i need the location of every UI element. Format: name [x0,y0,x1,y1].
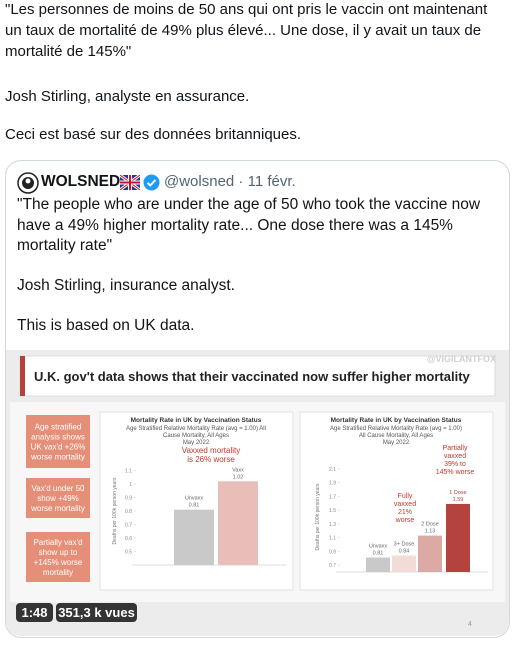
callout-text: worse mortality [30,453,85,462]
quoted-text: Josh Stirling, insurance analyst. [17,277,235,294]
y-tick-label: 0.7 [125,523,132,529]
bar [366,557,390,572]
value-label: 0.81 [189,503,200,509]
chart-subtitle: All Cause Mortality, All Ages [359,433,433,439]
flag-icon [120,175,140,190]
page-number: 4 [468,621,472,628]
bar-label: Unvaxx [369,544,388,550]
callout-box [26,415,90,468]
value-label: 0.81 [373,551,384,557]
y-tick-label: 0.5 [125,550,132,556]
y-tick-label: 0.7 [329,563,336,569]
quoted-text: "The people who are under the age of 50 … [17,196,481,213]
annotation: vaxxed [444,453,466,460]
y-tick-label: 2.1 [329,467,336,473]
duration-badge [16,603,53,622]
callout-box [26,532,90,582]
tweet-text: Ceci est basé sur des données britanniqu… [5,126,302,143]
annotation: vaxxed [394,501,416,508]
bar [218,481,258,565]
chart-title: Mortality Rate in UK by Vaccination Stat… [331,417,462,424]
chart-date: May 2022 [383,440,410,446]
callout-text: mortality [43,568,73,577]
tweet-text: Josh Stirling, analyste en assurance. [5,88,250,105]
annotation: 39% to [444,461,466,468]
y-tick-label: 0.9 [125,496,132,502]
chart-subtitle: Cause Mortality, All Ages [163,433,229,439]
callout-text: show +49% [37,494,79,503]
y-tick-label: 1.3 [329,522,336,528]
callout-text: +145% worse [34,558,83,567]
callout-text: worse mortality [30,504,85,513]
y-tick-label: 1.7 [329,494,336,500]
tweet-text: "Les personnes de moins de 50 ans qui on… [5,1,488,18]
chart-title: Mortality Rate in UK by Vaccination Stat… [131,417,262,424]
handle-date[interactable]: @wolsned · 11 févr. [164,173,296,190]
callout-text: show up to [39,548,78,557]
callout-text: analysis shows [31,433,85,442]
bar [174,509,214,565]
quoted-text: This is based on UK data. [17,317,195,334]
value-label: 0.84 [399,549,410,555]
video-thumbnail[interactable]: U.K. gov't data shows that their vaccina… [6,350,509,636]
y-axis-label: Deaths per 100k person years [112,477,118,544]
bar-label: 1 Dose [449,490,466,496]
banner-title: U.K. gov't data shows that their vaccina… [34,369,471,384]
views: 351,3 k vues [58,605,135,620]
tweet-text: mortalité de 145%" [5,43,132,60]
callout-text: UK vax'd +26% [31,443,86,452]
y-tick-label: 1.9 [329,481,336,487]
bar [392,555,416,572]
y-tick-label: 0.9 [329,549,336,555]
quoted-text: have a 49% higher mortality rate... One … [17,217,453,234]
avatar[interactable] [17,172,39,194]
verified-badge [143,174,160,191]
chart-date: May 2022 [183,440,210,446]
annotation: 145% worse [436,469,475,476]
views-badge [56,603,137,622]
callout-text: Age stratified [35,423,82,432]
callout-box [26,478,90,518]
y-tick-label: 1.1 [125,469,132,475]
annotation: Vaxxed mortality [182,446,241,455]
annotation: is 26% worse [187,455,235,464]
bar [418,535,442,572]
annotation: Partially [443,445,468,452]
callout-text: Vax'd under 50 [32,484,86,493]
bar-label: 2 Dose [421,522,438,528]
display-name[interactable]: WOLSNED [41,173,121,190]
y-tick-label: 1.5 [329,508,336,514]
bar [446,503,470,572]
callout-text: Partially vax'd [33,538,82,547]
watermark: @VIGILANTFOX [427,354,496,364]
y-tick-label: 0.6 [125,536,132,542]
tweet-text: un taux de mortalité de 49% plus élevé..… [5,22,482,39]
value-label: 1.13 [425,529,436,535]
value-label: 1.02 [233,474,244,480]
bar-label: Unvaxx [185,496,204,502]
y-tick-label: 1 [129,482,132,488]
quoted-text: mortality rate" [17,237,113,254]
value-label: 1.59 [453,497,464,503]
quoted-tweet[interactable] [5,160,510,638]
annotation: 21% [398,509,412,516]
duration: 1:48 [21,605,47,620]
bar-label: Vaxx [232,467,244,473]
y-tick-label: 0.8 [125,509,132,515]
y-axis-label: Deaths per 100k person years [315,483,321,550]
chart-subtitle: Age Stratified Relative Mortality Rate (… [126,426,266,432]
bar-label: 3+ Dose [394,542,415,548]
annotation: Fully [398,493,413,500]
chart-subtitle: Age Stratified Relative Mortality Rate (… [330,426,462,432]
y-tick-label: 1.1 [329,536,336,542]
annotation: worse [395,517,415,524]
